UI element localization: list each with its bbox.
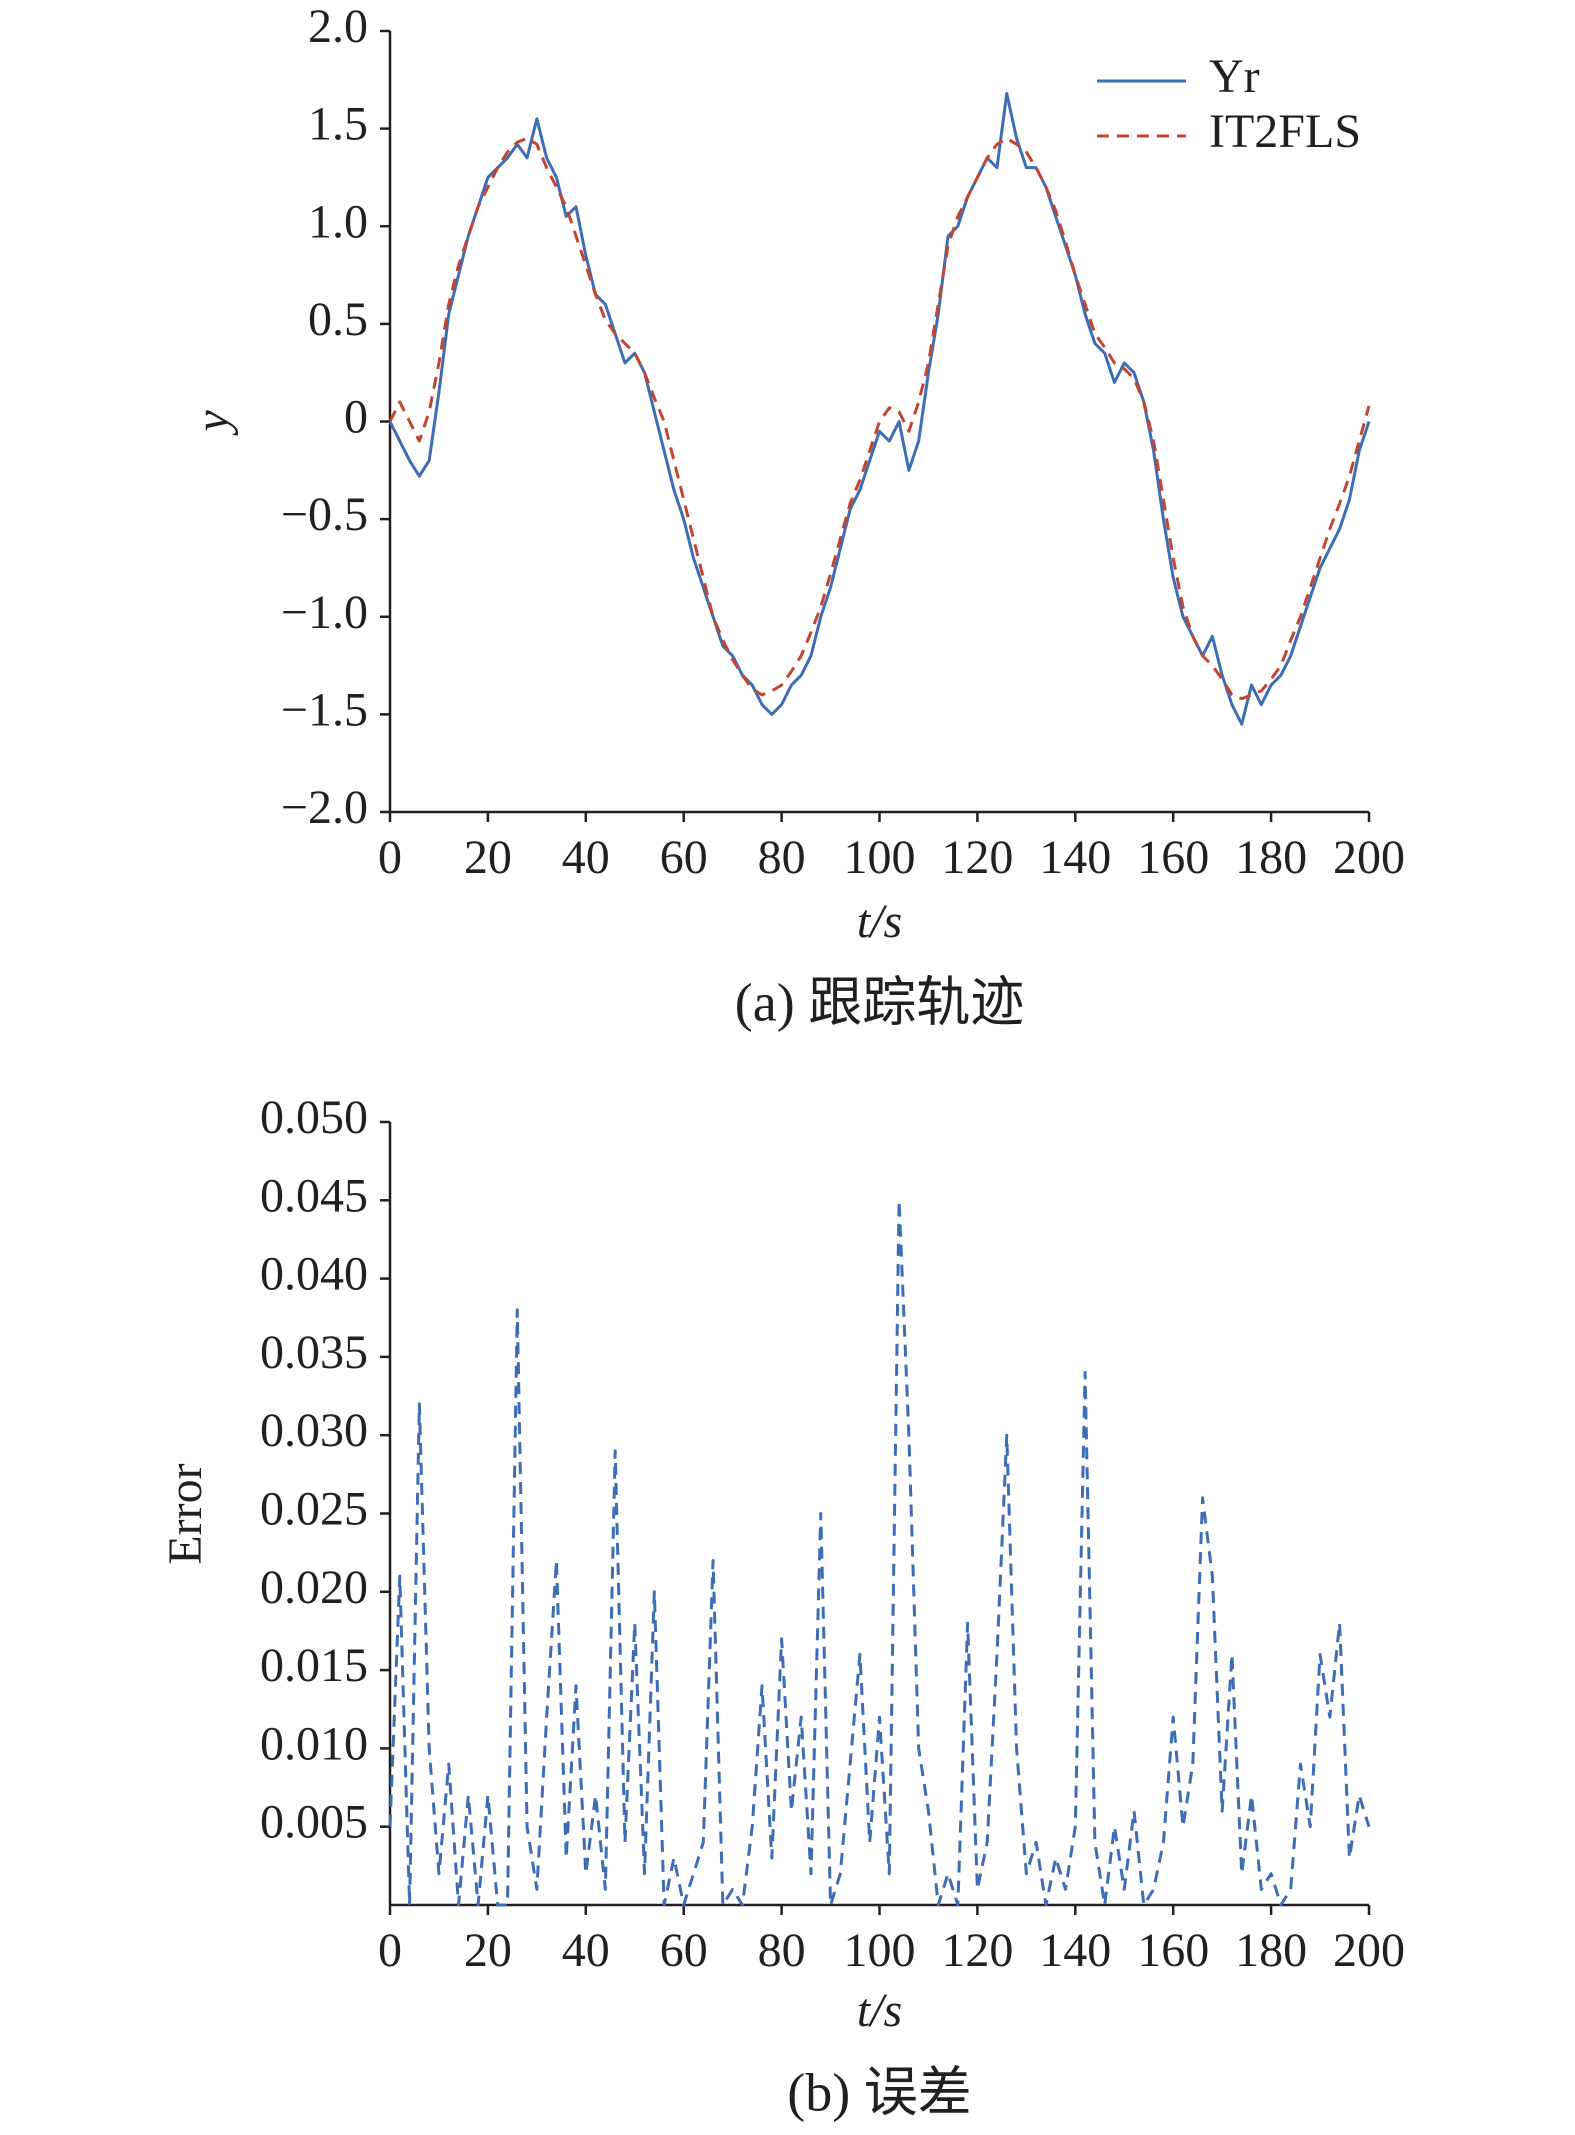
- y-tick-label: 1.0: [308, 195, 368, 248]
- x-tick-label: 20: [464, 1924, 512, 1977]
- y-tick-label: 0.025: [260, 1483, 368, 1536]
- y-tick-label: 0.020: [260, 1561, 368, 1614]
- y-tick-label: −2.0: [281, 781, 368, 834]
- x-tick-label: 80: [758, 831, 806, 884]
- x-tick-label: 0: [378, 831, 402, 884]
- x-tick-label: 160: [1137, 1924, 1209, 1977]
- y-axis-label: Error: [159, 1463, 212, 1564]
- data-line: [388, 91, 1371, 726]
- legend-label: IT2FLS: [1209, 105, 1361, 158]
- y-tick-label: 0.045: [260, 1169, 368, 1222]
- y-tick-label: −0.5: [281, 488, 368, 541]
- x-tick-label: 40: [562, 831, 610, 884]
- x-tick-label: 120: [941, 831, 1013, 884]
- y-tick-label: 1.5: [308, 98, 368, 151]
- y-tick-label: 0.030: [260, 1404, 368, 1457]
- y-tick-label: 0: [344, 391, 368, 444]
- x-tick-label: 140: [1039, 1924, 1111, 1977]
- x-tick-label: 0: [378, 1924, 402, 1977]
- y-tick-label: 0.015: [260, 1639, 368, 1692]
- y-tick-label: −1.0: [281, 586, 368, 639]
- y-tick-label: 0.040: [260, 1248, 368, 1301]
- y-axis-label: y: [186, 410, 239, 437]
- y-tick-label: 0.005: [260, 1796, 368, 1849]
- x-tick-label: 200: [1333, 831, 1405, 884]
- x-tick-label: 200: [1333, 1924, 1405, 1977]
- x-axis-label: t/s: [857, 1984, 902, 2037]
- x-tick-label: 40: [562, 1924, 610, 1977]
- y-tick-label: 0.050: [260, 1091, 368, 1144]
- x-tick-label: 180: [1235, 831, 1307, 884]
- data-line: [388, 1198, 1371, 1907]
- x-tick-label: 120: [941, 1924, 1013, 1977]
- y-tick-label: 0.5: [308, 293, 368, 346]
- x-tick-label: 160: [1137, 831, 1209, 884]
- data-line: [388, 136, 1371, 701]
- x-axis-label: t/s: [857, 895, 902, 948]
- x-tick-label: 100: [844, 831, 916, 884]
- x-tick-label: 140: [1039, 831, 1111, 884]
- legend-label: Yr: [1209, 50, 1260, 103]
- x-tick-label: 60: [660, 1924, 708, 1977]
- x-tick-label: 80: [758, 1924, 806, 1977]
- x-tick-label: 100: [844, 1924, 916, 1977]
- y-tick-label: 0.010: [260, 1717, 368, 1770]
- x-tick-label: 180: [1235, 1924, 1307, 1977]
- y-tick-label: 0.035: [260, 1326, 368, 1379]
- x-tick-label: 60: [660, 831, 708, 884]
- caption: (a) 跟踪轨迹: [735, 972, 1024, 1032]
- y-tick-label: −1.5: [281, 683, 368, 736]
- caption: (b) 误差: [787, 2062, 971, 2122]
- x-tick-label: 20: [464, 831, 512, 884]
- y-tick-label: 2.0: [308, 0, 368, 53]
